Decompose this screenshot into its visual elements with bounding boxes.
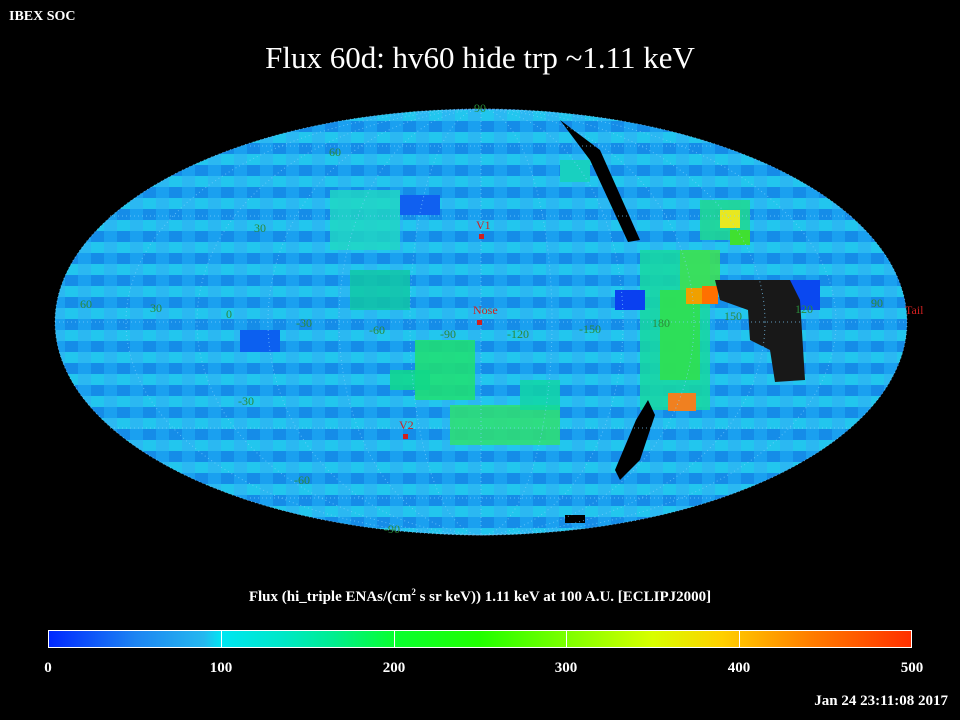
latitude-label: -90 — [384, 522, 400, 536]
marker-tail-label: Tail — [905, 303, 924, 317]
latitude-label: 60 — [329, 145, 341, 159]
marker-v2-label: V2 — [399, 418, 414, 432]
longitude-label: 150 — [724, 309, 742, 323]
longitude-label: 90 — [871, 296, 883, 310]
longitude-label: -150 — [579, 322, 601, 336]
latitude-label: -30 — [238, 394, 254, 408]
longitude-label: 0 — [226, 307, 232, 321]
colorbar-tick — [911, 630, 912, 648]
longitude-label: 180 — [652, 316, 670, 330]
colorbar-label-sup: 2 — [411, 587, 416, 597]
marker-tail[interactable]: Tail — [905, 303, 924, 317]
marker-v1-dot — [479, 234, 484, 239]
longitude-label: 120 — [795, 302, 813, 316]
latitude-label: 90 — [474, 101, 486, 115]
longitude-label: -120 — [507, 327, 529, 341]
colorbar-label-prefix: Flux (hi_triple ENAs/(cm — [248, 589, 412, 605]
colorbar-tick — [48, 630, 49, 648]
longitude-label: 60 — [80, 297, 92, 311]
marker-nose[interactable]: Nose — [473, 303, 498, 325]
longitude-label: -30 — [296, 316, 312, 330]
colorbar-label: Flux (hi_triple ENAs/(cm2 s sr keV)) 1.1… — [0, 587, 960, 606]
colorbar-tick-label: 300 — [554, 660, 578, 676]
colorbar-label-suffix: s sr keV)) 1.11 keV at 100 A.U. [ECLIPJ2… — [415, 589, 712, 605]
colorbar-tick — [739, 630, 740, 648]
colorbar-tick-label: 500 — [900, 660, 924, 676]
longitude-labels: 60 30 0 -30 -60 -90 -120 -150 180 150 120 90 — [80, 296, 883, 341]
colorbar — [48, 630, 912, 648]
marker-v2-dot — [403, 434, 408, 439]
colorbar-tick-label: 0 — [44, 660, 52, 676]
longitude-label: -60 — [369, 323, 385, 337]
latitude-label: 30 — [254, 221, 266, 235]
latitude-labels: 90 60 30 -30 -60 -90 — [238, 101, 486, 536]
flux-field — [55, 109, 907, 535]
colorbar-tick — [566, 630, 567, 648]
colorbar-tick-label: 400 — [727, 660, 751, 676]
colorbar-tick-label: 100 — [209, 660, 233, 676]
timestamp: Jan 24 23:11:08 2017 — [814, 693, 948, 709]
colorbar-tick-label: 200 — [382, 660, 406, 676]
marker-v2[interactable]: V2 — [399, 418, 414, 439]
longitude-label: 30 — [150, 301, 162, 315]
colorbar-tick — [221, 630, 222, 648]
marker-v1-label: V1 — [476, 218, 491, 232]
colorbar-tick — [394, 630, 395, 648]
latitude-label: -60 — [294, 473, 310, 487]
marker-nose-label: Nose — [473, 303, 498, 317]
marker-nose-dot — [477, 320, 482, 325]
marker-v1[interactable]: V1 — [476, 218, 491, 239]
longitude-label: -90 — [440, 327, 456, 341]
map-title: Flux 60d: hv60 hide trp ~1.11 keV — [265, 40, 695, 75]
org-label: IBEX SOC — [9, 9, 76, 24]
sky-map[interactable]: 60 30 0 -30 -60 -90 -120 -150 180 150 120 90 90 60 30… — [0, 0, 960, 600]
